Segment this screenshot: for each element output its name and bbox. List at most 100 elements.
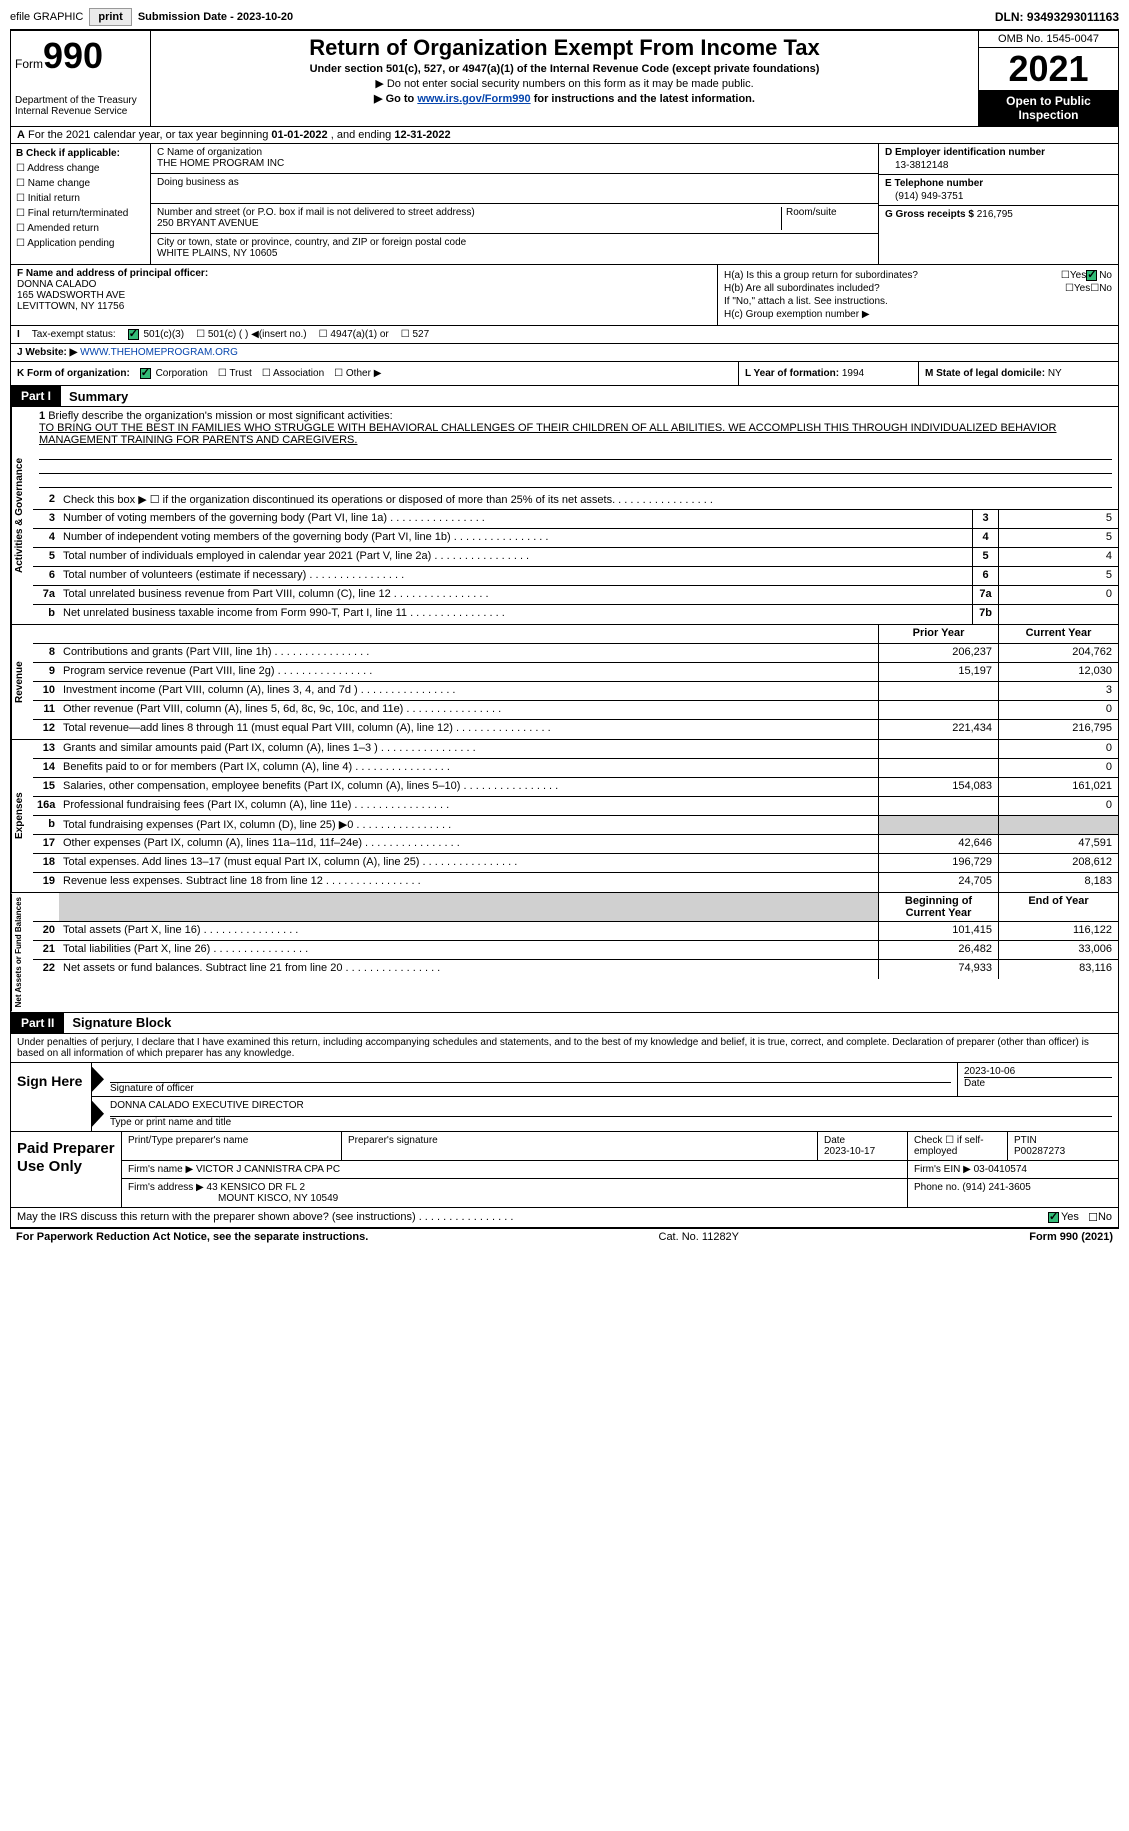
sign-here-row: Sign Here Signature of officer 2023-10-0… [10,1063,1119,1132]
paid-preparer-row: Paid Preparer Use Only Print/Type prepar… [10,1132,1119,1208]
footer-cat: Cat. No. 11282Y [368,1231,1029,1243]
head-curr: Current Year [998,625,1118,643]
sig-declaration: Under penalties of perjury, I declare th… [10,1034,1119,1063]
hb-note: If "No," attach a list. See instructions… [724,296,1112,307]
org-name-label: C Name of organization [157,147,872,158]
subtitle-2: ▶ Do not enter social security numbers o… [157,77,972,90]
firm-name: VICTOR J CANNISTRA CPA PC [196,1164,340,1175]
hc-label: H(c) Group exemption number ▶ [724,309,870,320]
website-link[interactable]: WWW.THEHOMEPROGRAM.ORG [80,347,238,358]
may-discuss-row: May the IRS discuss this return with the… [10,1208,1119,1228]
ha-label: H(a) Is this a group return for subordin… [724,270,1061,281]
officer-name: DONNA CALADO [17,279,96,290]
firm-addr1: 43 KENSICO DR FL 2 [207,1182,306,1193]
gross-value: 216,795 [977,209,1013,220]
may-yes-check[interactable] [1048,1212,1059,1223]
print-button[interactable]: print [89,8,131,26]
org-form-row: K Form of organization: Corporation ☐ Tr… [10,362,1119,386]
footer-left: For Paperwork Reduction Act Notice, see … [16,1231,368,1243]
mission-label: Briefly describe the organization's miss… [48,410,392,422]
org-name: THE HOME PROGRAM INC [157,158,872,169]
table-row: 15Salaries, other compensation, employee… [33,778,1118,797]
officer-addr2: LEVITTOWN, NY 11756 [17,301,124,312]
table-row: 21Total liabilities (Part X, line 26)26,… [33,941,1118,960]
tel-label: E Telephone number [885,178,983,189]
col-d: D Employer identification number 13-38121… [878,144,1118,264]
chk-501c3[interactable] [128,329,139,340]
col-h: H(a) Is this a group return for subordin… [718,265,1118,325]
head-prior: Prior Year [878,625,998,643]
summary-gov: Activities & Governance 1 Briefly descri… [10,407,1119,625]
tax-year: 2021 [979,48,1118,90]
table-row: 11Other revenue (Part VIII, column (A), … [33,701,1118,720]
table-row: 13Grants and similar amounts paid (Part … [33,740,1118,759]
table-row: 4Number of independent voting members of… [33,529,1118,548]
sig-name-val: DONNA CALADO EXECUTIVE DIRECTOR [110,1100,1112,1116]
sign-here-label: Sign Here [11,1063,91,1131]
table-row: 17Other expenses (Part IX, column (A), l… [33,835,1118,854]
table-row: bTotal fundraising expenses (Part IX, co… [33,816,1118,835]
efile-label: efile GRAPHIC [10,11,83,23]
room-label: Room/suite [786,207,872,218]
ptin-value: P00287273 [1014,1146,1065,1157]
ein-value: 13-3812148 [885,160,1112,171]
ein-label: D Employer identification number [885,147,1045,158]
row-a: A For the 2021 calendar year, or tax yea… [10,127,1119,144]
dba-label: Doing business as [157,177,872,188]
table-row: 3Number of voting members of the governi… [33,510,1118,529]
state-domicile: NY [1048,368,1062,379]
chk-corp[interactable] [140,368,151,379]
gross-label: G Gross receipts $ [885,209,977,220]
sig-date-label: Date [964,1077,1112,1089]
table-row: 5Total number of individuals employed in… [33,548,1118,567]
street-label: Number and street (or P.O. box if mail i… [157,207,777,218]
chk-amended[interactable]: ☐ Amended return [16,222,145,236]
vlabel-gov: Activities & Governance [11,407,33,624]
col-b: B Check if applicable: ☐ Address change … [11,144,151,264]
ha-no-check[interactable] [1086,270,1097,281]
chk-address[interactable]: ☐ Address change [16,162,145,176]
summary-exp: Expenses 13Grants and similar amounts pa… [10,740,1119,893]
city-value: WHITE PLAINS, NY 10605 [157,248,872,259]
table-row: 9Program service revenue (Part VIII, lin… [33,663,1118,682]
form-label: Form [15,57,43,71]
table-row: 20Total assets (Part X, line 16)101,4151… [33,922,1118,941]
open-to-public: Open to Public Inspection [979,90,1118,126]
sig-date-val: 2023-10-06 [964,1066,1112,1077]
irs-link[interactable]: www.irs.gov/Form990 [417,93,530,105]
table-row: 22Net assets or fund balances. Subtract … [33,960,1118,979]
tel-value: (914) 949-3751 [885,191,1112,202]
table-row: 8Contributions and grants (Part VIII, li… [33,644,1118,663]
subtitle-1: Under section 501(c), 527, or 4947(a)(1)… [157,63,972,75]
sig-officer-label: Signature of officer [110,1082,951,1094]
table-row: 10Investment income (Part VIII, column (… [33,682,1118,701]
dept-label: Department of the Treasury Internal Reve… [15,95,146,117]
table-row: 19Revenue less expenses. Subtract line 1… [33,873,1118,892]
part2-header: Part II Signature Block [10,1013,1119,1034]
chk-initial[interactable]: ☐ Initial return [16,192,145,206]
firm-addr2: MOUNT KISCO, NY 10549 [128,1193,338,1204]
table-row: 16aProfessional fundraising fees (Part I… [33,797,1118,816]
hb-label: H(b) Are all subordinates included? [724,283,1065,294]
chk-name[interactable]: ☐ Name change [16,177,145,191]
head-beg: Beginning of Current Year [878,893,998,921]
subtitle-3: ▶ Go to www.irs.gov/Form990 for instruct… [157,92,972,105]
firm-ein: 03-0410574 [974,1164,1027,1175]
col-f: F Name and address of principal officer:… [11,265,718,325]
table-row: 6Total number of volunteers (estimate if… [33,567,1118,586]
sig-name-label: Type or print name and title [110,1116,1112,1128]
table-row: 2Check this box ▶ ☐ if the organization … [33,491,1118,510]
dln: DLN: 93493293011163 [995,10,1119,24]
vlabel-net: Net Assets or Fund Balances [11,893,33,1011]
vlabel-exp: Expenses [11,740,33,892]
footer: For Paperwork Reduction Act Notice, see … [10,1228,1119,1245]
chk-final[interactable]: ☐ Final return/terminated [16,207,145,221]
city-label: City or town, state or province, country… [157,237,872,248]
table-row: 14Benefits paid to or for members (Part … [33,759,1118,778]
prep-self: Check ☐ if self-employed [908,1132,1008,1160]
paid-label: Paid Preparer Use Only [11,1132,121,1207]
prep-name-label: Print/Type preparer's name [122,1132,342,1160]
part1-header: Part I Summary [10,386,1119,407]
chk-pending[interactable]: ☐ Application pending [16,237,145,251]
top-toolbar: efile GRAPHIC print Submission Date - 20… [10,8,1119,31]
